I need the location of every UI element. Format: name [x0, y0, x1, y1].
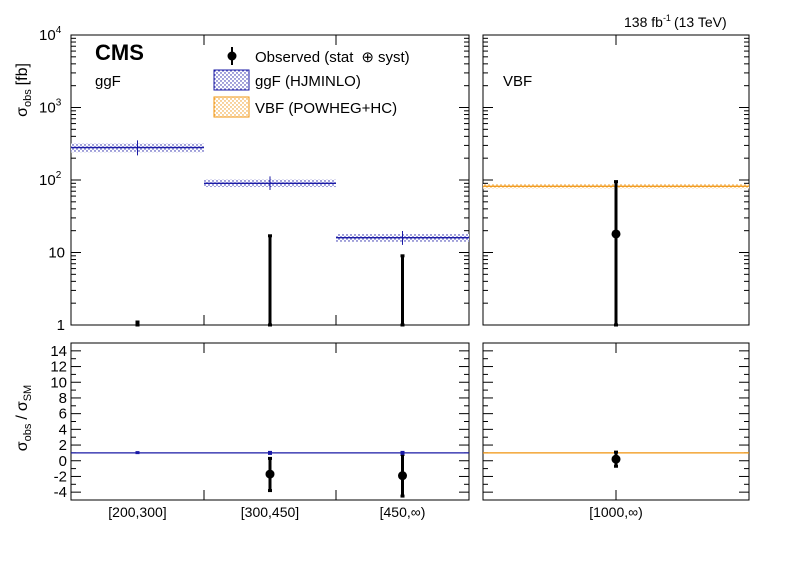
- lumi-label: 138 fb-1 (13 TeV): [624, 13, 727, 30]
- bottom-ylabel-den: σ: [14, 401, 31, 411]
- bottom-ylabel-slash: /: [14, 415, 31, 420]
- bottom-y-tick-label: 6: [59, 406, 67, 423]
- vbf-panel-label: VBF: [503, 73, 532, 90]
- ratio-observed-2-point: [398, 471, 407, 481]
- legend-ggf-label: ggF (HJMINLO): [255, 73, 361, 90]
- ratio-observed-1-point: [265, 469, 275, 479]
- legend-vbf-swatch: [213, 96, 250, 118]
- top-ylabel-sub: obs: [22, 89, 34, 107]
- legend-observed-marker: [227, 47, 237, 65]
- top-y-axis-title: σobs [fb]: [14, 63, 34, 117]
- energy-label: (13 TeV): [674, 14, 727, 30]
- ratio-point-0: [135, 451, 140, 455]
- legend-observed-label: Observed (stat ⊕ syst): [255, 49, 410, 66]
- top-y-tick-label: 104: [39, 25, 62, 44]
- bottom-y-tick-label: 8: [59, 390, 67, 407]
- vbf-observed-0-point: [611, 229, 621, 239]
- top-y-tick-label: 10: [48, 245, 65, 262]
- top-ylabel-sigma: σ: [14, 107, 31, 117]
- x-category-label: [200,300]: [108, 504, 166, 520]
- top-ylabel-unit: [fb]: [14, 63, 31, 85]
- ratio-marker-2: [400, 450, 405, 455]
- lumi-exponent: -1: [663, 13, 671, 23]
- top-y-tick-label: 102: [39, 170, 62, 189]
- bottom-y-tick-label: 4: [59, 421, 67, 438]
- bottom-ylabel-num-sub: obs: [22, 423, 34, 441]
- legend-oplus: ⊕: [361, 49, 374, 66]
- bottom-y-tick-label: -2: [54, 468, 67, 485]
- legend-vbf-label: VBF (POWHEG+HC): [255, 100, 397, 117]
- top-y-tick-label: 1: [57, 317, 65, 334]
- bottom-y-tick-label: 14: [50, 343, 67, 360]
- x-category-label: [450,∞): [380, 504, 426, 520]
- lumi-value: 138 fb: [624, 14, 663, 30]
- bottom-y-axis-title: σobs/σSM: [14, 385, 34, 451]
- ggf-panel-label: ggF: [95, 73, 121, 90]
- bottom-ylabel-sigma: σ: [14, 441, 31, 451]
- bottom-y-tick-label: -4: [54, 484, 67, 501]
- cms-label: CMS: [95, 40, 144, 65]
- vbf-ratio-observed-0-point: [611, 454, 621, 464]
- legend: Observed (stat ⊕ syst) ggF (HJMINLO) VBF (…: [213, 47, 410, 118]
- x-category-label: [300,450]: [241, 504, 299, 520]
- legend-ggf-swatch: [213, 69, 250, 91]
- top-y-tick-label: 103: [39, 98, 62, 117]
- axis-ticks: [71, 34, 749, 501]
- bottom-y-tick-label: 12: [50, 359, 67, 376]
- chart-marks: [71, 140, 749, 498]
- bottom-y-tick-label: 10: [50, 374, 67, 391]
- legend-observed-text: Observed (stat: [255, 49, 354, 66]
- x-category-label: [1000,∞): [589, 504, 643, 520]
- bottom-y-tick-label: 2: [59, 437, 67, 454]
- bottom-y-tick-label: 0: [59, 453, 67, 470]
- bottom-ylabel-den-sub: SM: [22, 385, 34, 402]
- panel-bottom-right-frame: [482, 342, 750, 501]
- ratio-marker-1: [268, 450, 272, 455]
- legend-syst-text: syst): [378, 49, 410, 66]
